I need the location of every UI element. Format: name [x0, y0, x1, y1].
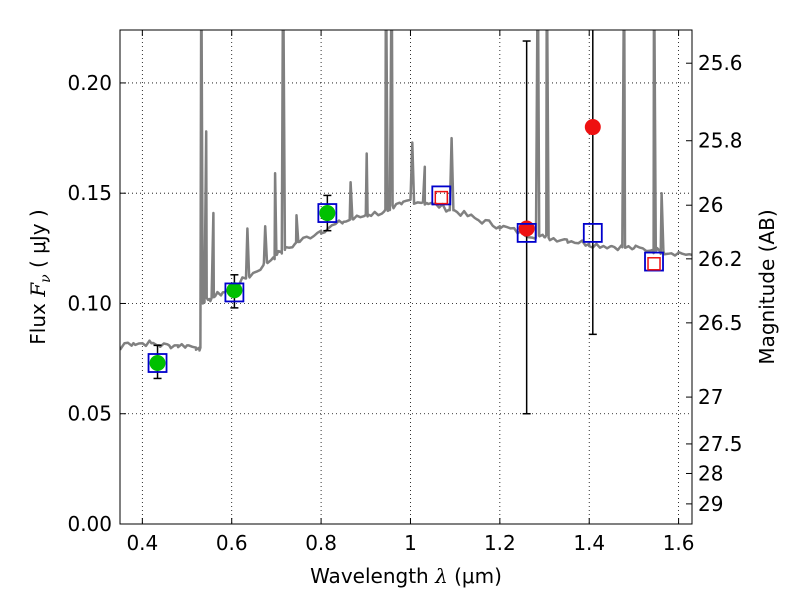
x-axis-label-post: (μm): [448, 564, 502, 588]
ticks: 0.4 0.6 0.8 1 1.2 1.4 1.6 0.00 0.05 0.10 0.15 0.20 2…: [67, 30, 743, 555]
sed-spectrum-line: [120, 30, 692, 352]
model-flux-box: [224, 282, 245, 303]
mag-tick-label: 28: [698, 461, 723, 485]
plot-background: [120, 30, 692, 524]
mag-tick-label: 26.2: [698, 247, 743, 271]
x-tick-label: 0.6: [216, 531, 248, 555]
x-tick-label: 1.4: [573, 531, 605, 555]
x-tick-label: 1: [404, 531, 417, 555]
model-flux-inner-box: [434, 190, 449, 205]
upper-limit-point: [518, 220, 535, 237]
model-flux-box: [582, 222, 603, 243]
plot-frame: [119, 29, 693, 525]
model-flux-inner-box: [647, 257, 661, 271]
x-axis-label: Wavelength λ (μm): [310, 564, 502, 588]
y-tick-label: 0.15: [67, 181, 112, 205]
mag-tick-label: 29: [698, 492, 723, 516]
model-flux-box: [147, 353, 168, 373]
y-axis-label-symbol: F: [26, 282, 50, 298]
y-axis-label-pre: Flux: [26, 297, 50, 345]
x-axis-label-symbol: λ: [434, 564, 448, 588]
model-flux-box: [644, 251, 664, 272]
sed-layer: [120, 30, 692, 352]
mag-tick-label: 25.6: [698, 51, 743, 75]
mag-tick-label: 26.5: [698, 311, 743, 335]
mag-tick-label: 27.5: [698, 432, 743, 456]
model-flux-box: [516, 222, 537, 243]
y-axis-label-post: ( μJy ): [26, 209, 50, 274]
y-tick-label: 0.05: [67, 402, 112, 426]
x-tick-label: 0.4: [126, 531, 158, 555]
mag-tick-label: 25.8: [698, 129, 743, 153]
marks: [147, 30, 664, 415]
x-tick-label: 1.2: [484, 531, 516, 555]
mag-tick-label: 26: [698, 193, 723, 217]
y-tick-label: 0.20: [67, 71, 112, 95]
upper-limit-point: [584, 119, 601, 136]
model-flux-box: [431, 185, 452, 206]
detected-flux-point: [149, 355, 166, 372]
detected-flux-point: [319, 205, 336, 222]
x-axis-label-pre: Wavelength: [310, 564, 435, 588]
mag-tick-label: 27: [698, 385, 723, 409]
model-flux-box: [317, 203, 338, 223]
y-axis-right-label: Magnitude (AB): [755, 209, 779, 364]
y-axis-label: Flux Fν ( μJy ): [26, 209, 54, 344]
x-tick-label: 0.8: [305, 531, 337, 555]
x-tick-label: 1.6: [663, 531, 695, 555]
y-axis-label-subscript: ν: [38, 274, 54, 283]
detected-flux-point: [226, 282, 243, 299]
y-tick-label: 0.10: [67, 291, 112, 315]
y-tick-label: 0.00: [67, 512, 112, 536]
